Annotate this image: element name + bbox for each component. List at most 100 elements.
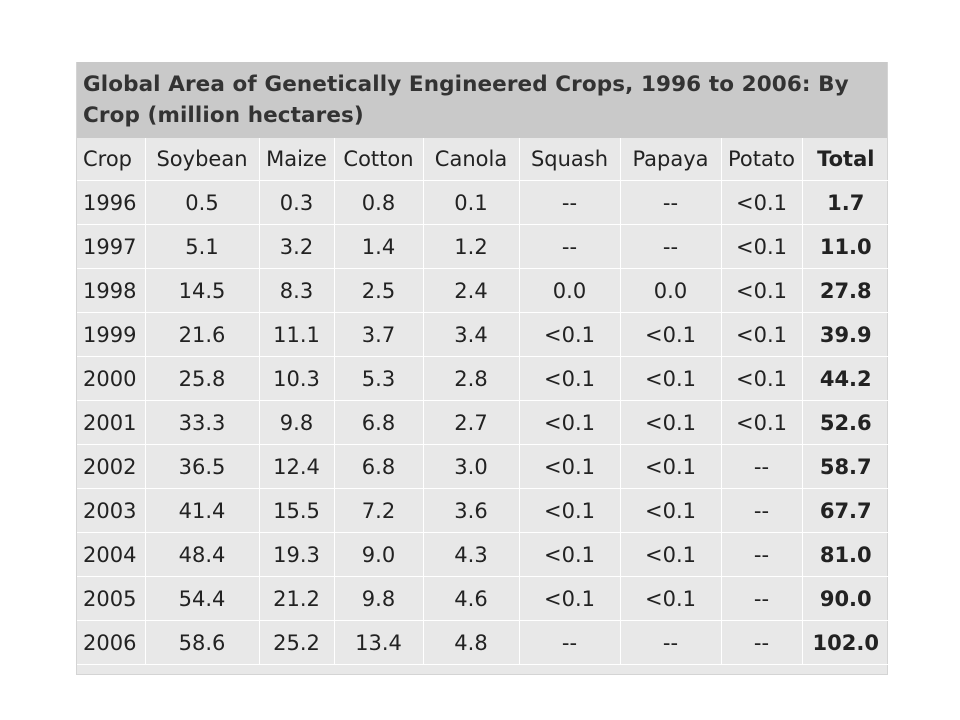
table-cell: 3.2 bbox=[259, 224, 335, 269]
table-cell: <0.1 bbox=[519, 532, 621, 577]
table-cell: 48.4 bbox=[145, 532, 260, 577]
row-total-cell: 102.0 bbox=[802, 620, 889, 665]
table-cell: 6.8 bbox=[334, 400, 424, 445]
table-cell: 9.8 bbox=[259, 400, 335, 445]
table-cell: 54.4 bbox=[145, 576, 260, 621]
table-row: 2005 54.4 21.2 9.8 4.6 <0.1 <0.1 -- 90.0 bbox=[77, 576, 889, 621]
table-cell: 25.2 bbox=[259, 620, 335, 665]
row-total-cell: 58.7 bbox=[802, 444, 889, 489]
table-row: 2000 25.8 10.3 5.3 2.8 <0.1 <0.1 <0.1 44.2 bbox=[77, 356, 889, 401]
table-row: 1997 5.1 3.2 1.4 1.2 -- -- <0.1 11.0 bbox=[77, 224, 889, 269]
row-year-cell: 1997 bbox=[77, 224, 146, 269]
table-cell: 3.6 bbox=[423, 488, 520, 533]
row-year-cell: 1999 bbox=[77, 312, 146, 357]
row-year-cell: 2003 bbox=[77, 488, 146, 533]
row-total-cell: 81.0 bbox=[802, 532, 889, 577]
table-cell: 36.5 bbox=[145, 444, 260, 489]
table-cell: 5.3 bbox=[334, 356, 424, 401]
row-year-cell: 2005 bbox=[77, 576, 146, 621]
table-cell: <0.1 bbox=[721, 268, 803, 313]
row-total-cell: 11.0 bbox=[802, 224, 889, 269]
table-cell: 2.8 bbox=[423, 356, 520, 401]
table-cell: 0.3 bbox=[259, 180, 335, 225]
table-cell: 11.1 bbox=[259, 312, 335, 357]
table-cell: <0.1 bbox=[620, 444, 722, 489]
table-row: 2003 41.4 15.5 7.2 3.6 <0.1 <0.1 -- 67.7 bbox=[77, 488, 889, 533]
table-cell: 0.5 bbox=[145, 180, 260, 225]
table-cell: 9.0 bbox=[334, 532, 424, 577]
table-cell: <0.1 bbox=[620, 532, 722, 577]
table-body: 1996 0.5 0.3 0.8 0.1 -- -- <0.1 1.7 1997 5.1 3.2 1.4… bbox=[77, 180, 889, 665]
table-cell: <0.1 bbox=[620, 312, 722, 357]
table-cell: 15.5 bbox=[259, 488, 335, 533]
table-cell: <0.1 bbox=[721, 356, 803, 401]
table-cell: <0.1 bbox=[519, 356, 621, 401]
table-cell: 4.8 bbox=[423, 620, 520, 665]
table-row: 2004 48.4 19.3 9.0 4.3 <0.1 <0.1 -- 81.0 bbox=[77, 532, 889, 577]
row-total-cell: 44.2 bbox=[802, 356, 889, 401]
table-cell: 0.1 bbox=[423, 180, 520, 225]
table-cell: 3.4 bbox=[423, 312, 520, 357]
column-header-soybean: Soybean bbox=[145, 138, 260, 181]
table-cell: -- bbox=[620, 620, 722, 665]
table-cell: -- bbox=[620, 224, 722, 269]
table-cell: 7.2 bbox=[334, 488, 424, 533]
row-year-cell: 2006 bbox=[77, 620, 146, 665]
column-header-canola: Canola bbox=[423, 138, 520, 181]
row-year-cell: 2001 bbox=[77, 400, 146, 445]
table-cell: <0.1 bbox=[620, 400, 722, 445]
table-cell: 4.6 bbox=[423, 576, 520, 621]
table-cell: <0.1 bbox=[721, 400, 803, 445]
table-row: 2006 58.6 25.2 13.4 4.8 -- -- -- 102.0 bbox=[77, 620, 889, 665]
table-cell: 4.3 bbox=[423, 532, 520, 577]
table-cell: <0.1 bbox=[519, 312, 621, 357]
column-header-potato: Potato bbox=[721, 138, 803, 181]
table-cell: 9.8 bbox=[334, 576, 424, 621]
table-cell: -- bbox=[620, 180, 722, 225]
table-cell: -- bbox=[721, 444, 803, 489]
column-header-crop: Crop bbox=[77, 138, 146, 181]
table-cell: 3.0 bbox=[423, 444, 520, 489]
crop-area-table-panel: Global Area of Genetically Engineered Cr… bbox=[76, 62, 889, 675]
table-cell: <0.1 bbox=[620, 488, 722, 533]
column-header-papaya: Papaya bbox=[620, 138, 722, 181]
row-year-cell: 1998 bbox=[77, 268, 146, 313]
table-cell: 13.4 bbox=[334, 620, 424, 665]
row-total-cell: 39.9 bbox=[802, 312, 889, 357]
table-cell: 12.4 bbox=[259, 444, 335, 489]
table-cell: 5.1 bbox=[145, 224, 260, 269]
table-cell: <0.1 bbox=[519, 488, 621, 533]
table-row: 1999 21.6 11.1 3.7 3.4 <0.1 <0.1 <0.1 39.9 bbox=[77, 312, 889, 357]
table-row: 1998 14.5 8.3 2.5 2.4 0.0 0.0 <0.1 27.8 bbox=[77, 268, 889, 313]
table-cell: 1.4 bbox=[334, 224, 424, 269]
table-row: 2002 36.5 12.4 6.8 3.0 <0.1 <0.1 -- 58.7 bbox=[77, 444, 889, 489]
table-title: Global Area of Genetically Engineered Cr… bbox=[77, 62, 887, 138]
table-header-row: Crop Soybean Maize Cotton Canola Squash Papaya… bbox=[77, 138, 889, 181]
table-cell: <0.1 bbox=[620, 576, 722, 621]
table-cell: 0.8 bbox=[334, 180, 424, 225]
row-year-cell: 2000 bbox=[77, 356, 146, 401]
table-cell: -- bbox=[721, 532, 803, 577]
table-row: 2001 33.3 9.8 6.8 2.7 <0.1 <0.1 <0.1 52.6 bbox=[77, 400, 889, 445]
table-cell: 8.3 bbox=[259, 268, 335, 313]
column-header-cotton: Cotton bbox=[334, 138, 424, 181]
table-cell: 25.8 bbox=[145, 356, 260, 401]
table-cell: 1.2 bbox=[423, 224, 520, 269]
table-cell: 0.0 bbox=[519, 268, 621, 313]
table-cell: <0.1 bbox=[721, 312, 803, 357]
table-cell: 0.0 bbox=[620, 268, 722, 313]
table-cell: 10.3 bbox=[259, 356, 335, 401]
table-cell: <0.1 bbox=[620, 356, 722, 401]
table-cell: 2.4 bbox=[423, 268, 520, 313]
table-cell: 33.3 bbox=[145, 400, 260, 445]
crop-area-table: Crop Soybean Maize Cotton Canola Squash Papaya… bbox=[77, 138, 889, 665]
row-total-cell: 90.0 bbox=[802, 576, 889, 621]
table-cell: <0.1 bbox=[519, 444, 621, 489]
table-cell: <0.1 bbox=[721, 180, 803, 225]
table-cell: 2.7 bbox=[423, 400, 520, 445]
table-cell: 2.5 bbox=[334, 268, 424, 313]
table-cell: -- bbox=[721, 620, 803, 665]
table-cell: 3.7 bbox=[334, 312, 424, 357]
table-cell: -- bbox=[519, 180, 621, 225]
table-cell: -- bbox=[519, 224, 621, 269]
